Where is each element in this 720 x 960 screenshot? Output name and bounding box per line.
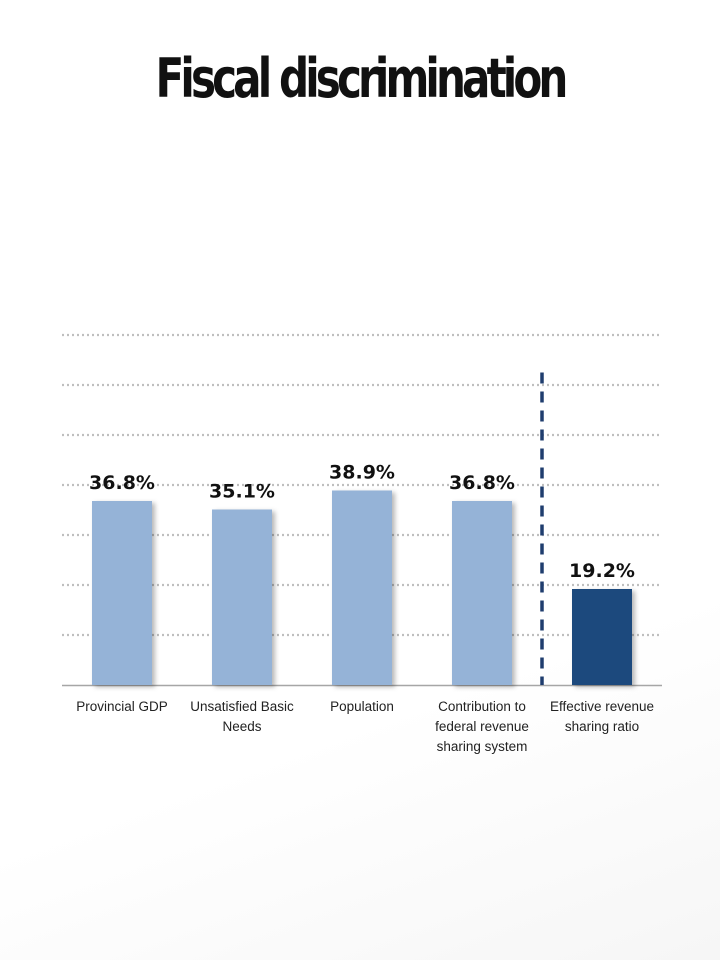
category-label: sharing ratio: [565, 719, 639, 734]
data-label: 36.8%: [449, 472, 515, 494]
category-label: Effective revenue: [550, 699, 654, 714]
category-label: federal revenue: [435, 719, 529, 734]
category-label: Population: [330, 699, 394, 714]
bar: [92, 501, 152, 685]
data-label: 38.9%: [329, 462, 395, 484]
category-label: sharing system: [437, 739, 528, 754]
bar: [452, 501, 512, 685]
bar: [572, 589, 632, 685]
category-label: Contribution to: [438, 699, 526, 714]
category-label: Provincial GDP: [76, 699, 168, 714]
data-label: 19.2%: [569, 560, 635, 582]
chart-title: Fiscal discrimination: [155, 47, 569, 110]
bar: [332, 490, 392, 685]
category-label: Needs: [222, 719, 261, 734]
category-label: Unsatisfied Basic: [190, 699, 294, 714]
data-label: 36.8%: [89, 472, 155, 494]
bar: [212, 509, 272, 685]
data-label: 35.1%: [209, 481, 275, 503]
